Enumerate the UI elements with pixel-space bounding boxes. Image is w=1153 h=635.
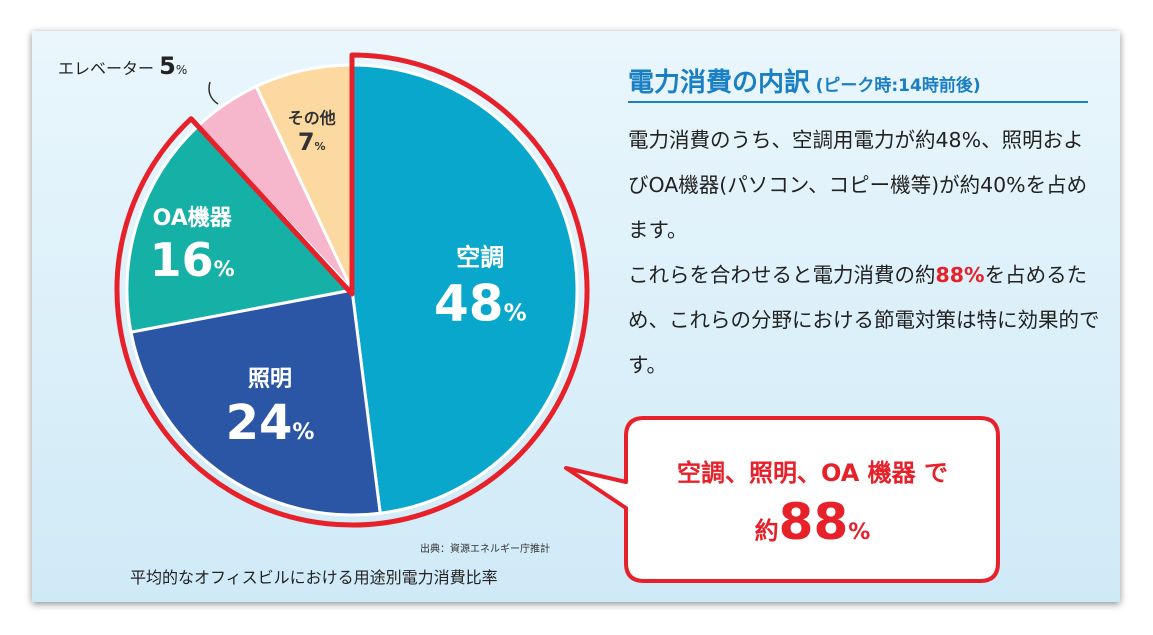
elevator-leader-line (208, 81, 219, 105)
description-p2-after: を占めるため、これらの分野における節電対策は特に効果的です。 (628, 263, 1100, 377)
callout-value: 88 (778, 493, 849, 551)
chart-title: 平均的なオフィスビルにおける用途別電力消費比率 (130, 568, 498, 587)
slice-value-5: 7% (298, 128, 326, 156)
heading-sub: (ピーク時:14時前後) (815, 76, 981, 96)
pie-slice-3 (125, 123, 355, 334)
elevator-value: 5 (159, 52, 176, 80)
slice-value-3: 16% (150, 233, 235, 287)
elevator-unit: % (175, 63, 188, 77)
heading-main: 電力消費の内訳 (628, 68, 811, 98)
elevator-name: エレベーター (58, 59, 155, 78)
callout-unit: % (848, 520, 871, 545)
description-p2-highlight: 88% (935, 263, 985, 287)
section-heading: 電力消費の内訳 (ピーク時:14時前後) (628, 62, 1088, 103)
pie-slice-2 (129, 288, 382, 517)
description-p2-before: これらを合わせると電力消費の約 (628, 263, 936, 287)
description-p2: これらを合わせると電力消費の約88%を占めるため、これらの分野における節電対策は… (628, 253, 1103, 388)
chart-source: 出典：資源エネルギー庁推計 (420, 544, 550, 555)
highlight-outline (114, 52, 590, 528)
slice-label-1: 空調 (456, 243, 504, 271)
pie-slice-1 (350, 63, 579, 515)
slice-value-1: 48% (434, 274, 527, 332)
description-text: 電力消費のうち、空調用電力が約48%、照明およびOA機器(パソコン、コピー機等)… (628, 118, 1103, 388)
elevator-label: エレベーター 5% (58, 52, 187, 80)
callout-prefix: 約 (754, 517, 779, 545)
slice-value-2: 24% (226, 395, 315, 451)
description-p1: 電力消費のうち、空調用電力が約48%、照明およびOA機器(パソコン、コピー機等)… (628, 128, 1088, 242)
slice-label-5: その他 (288, 109, 336, 128)
slice-label-3: OA機器 (153, 206, 233, 231)
slice-label-2: 照明 (248, 367, 292, 392)
callout-line1: 空調、照明、OA 機器 で (676, 459, 949, 487)
callout-bubble (564, 416, 1000, 583)
callout-line2: 約88% (640, 492, 985, 552)
